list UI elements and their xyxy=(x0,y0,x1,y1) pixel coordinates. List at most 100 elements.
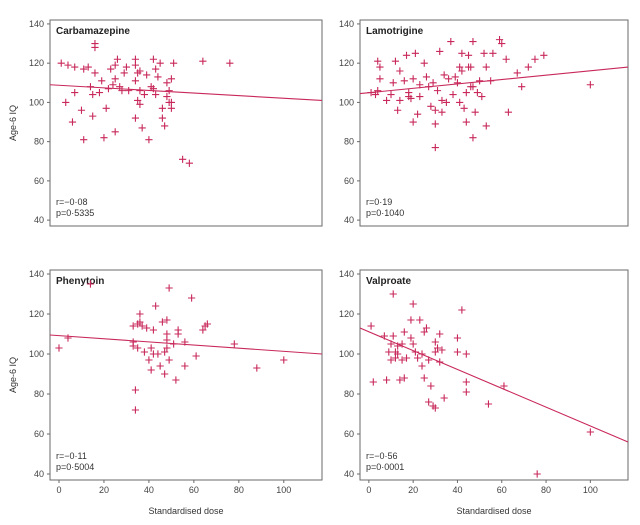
data-point xyxy=(391,57,400,65)
data-point xyxy=(442,98,450,106)
y-tick-label: 140 xyxy=(29,19,44,29)
data-point xyxy=(420,374,428,382)
data-point xyxy=(394,350,402,358)
data-point xyxy=(502,55,510,63)
data-point xyxy=(161,348,169,356)
data-point xyxy=(192,352,200,360)
data-point xyxy=(71,88,79,97)
data-point xyxy=(431,338,439,346)
plot-frame xyxy=(49,269,323,481)
stat-p: p=0·1040 xyxy=(366,208,404,218)
data-point xyxy=(149,326,158,334)
data-point xyxy=(425,398,433,406)
data-point xyxy=(374,87,382,95)
y-tick-label: 60 xyxy=(344,176,354,186)
data-point xyxy=(154,73,162,81)
data-point xyxy=(145,356,153,364)
data-point xyxy=(136,67,144,75)
data-point xyxy=(586,81,594,89)
data-point xyxy=(440,71,448,79)
y-tick-label: 40 xyxy=(34,215,44,225)
data-point xyxy=(111,75,119,83)
data-point xyxy=(451,73,459,81)
panel-phenytoin: 40 60 80 100 120 140 0 20 40 60 80 100 Phenytoin Age-… xyxy=(8,269,323,516)
data-point xyxy=(367,88,375,97)
data-point xyxy=(409,75,417,83)
data-point xyxy=(170,59,178,67)
panel-title: Valproate xyxy=(366,276,411,287)
panel-title: Carbamazepine xyxy=(56,26,130,37)
data-point xyxy=(136,87,144,95)
data-point xyxy=(402,51,411,59)
data-point xyxy=(438,96,446,105)
data-point xyxy=(158,114,166,122)
y-tick-label: 100 xyxy=(29,349,44,359)
data-point xyxy=(476,77,484,85)
data-point xyxy=(57,59,65,67)
data-point xyxy=(131,55,140,63)
data-point xyxy=(188,294,196,302)
data-point xyxy=(418,350,426,358)
x-tick-label: 0 xyxy=(56,485,61,495)
data-point xyxy=(473,88,481,97)
data-point xyxy=(431,120,439,128)
x-tick-label: 100 xyxy=(276,485,291,495)
panel-carbamazepine: 40 60 80 100 120 140 Carbamazepine Age-6 IQ r=−0… xyxy=(8,19,323,227)
data-point xyxy=(458,49,466,57)
data-point xyxy=(391,354,400,362)
data-point xyxy=(394,342,402,350)
data-point xyxy=(98,77,106,85)
data-point xyxy=(138,124,146,132)
data-point xyxy=(136,100,144,108)
data-point xyxy=(462,118,470,126)
data-point xyxy=(413,354,422,362)
y-tick-label: 120 xyxy=(29,309,44,319)
x-tick-label: 100 xyxy=(583,485,598,495)
data-point xyxy=(107,65,115,73)
data-point xyxy=(389,79,397,87)
data-point xyxy=(84,63,92,71)
y-tick-label: 80 xyxy=(344,137,354,147)
data-point xyxy=(371,90,380,99)
data-point xyxy=(402,354,411,362)
y-tick-label: 140 xyxy=(29,269,44,279)
data-point xyxy=(449,90,457,99)
data-point xyxy=(174,326,182,334)
data-point xyxy=(138,322,146,330)
x-tick-label: 80 xyxy=(234,485,244,495)
data-point xyxy=(453,79,462,87)
data-point xyxy=(165,87,173,95)
x-tick-label: 0 xyxy=(366,485,371,495)
data-point xyxy=(102,104,110,112)
data-point xyxy=(438,346,446,354)
data-point xyxy=(416,92,424,101)
data-point xyxy=(469,134,477,142)
data-point xyxy=(478,92,486,101)
data-point xyxy=(86,83,95,91)
data-point xyxy=(230,340,238,348)
data-point xyxy=(540,51,548,59)
data-point xyxy=(136,310,144,318)
data-point xyxy=(380,332,388,340)
data-point xyxy=(409,118,417,126)
data-point xyxy=(431,106,439,114)
data-point xyxy=(389,332,397,340)
data-point xyxy=(500,382,508,390)
data-point xyxy=(462,388,470,396)
data-point xyxy=(400,374,408,382)
data-point xyxy=(396,67,404,75)
x-tick-label: 40 xyxy=(452,485,462,495)
data-point xyxy=(433,344,442,352)
y-tick-label: 60 xyxy=(34,176,44,186)
data-point xyxy=(422,324,431,332)
data-point xyxy=(158,104,166,112)
data-point xyxy=(411,348,419,356)
data-point xyxy=(140,348,149,356)
x-tick-label: 20 xyxy=(408,485,418,495)
y-tick-label: 60 xyxy=(34,429,44,439)
data-point xyxy=(400,328,408,336)
data-point xyxy=(396,96,404,105)
data-point xyxy=(586,428,594,436)
data-point xyxy=(398,356,406,364)
data-point xyxy=(167,75,175,83)
